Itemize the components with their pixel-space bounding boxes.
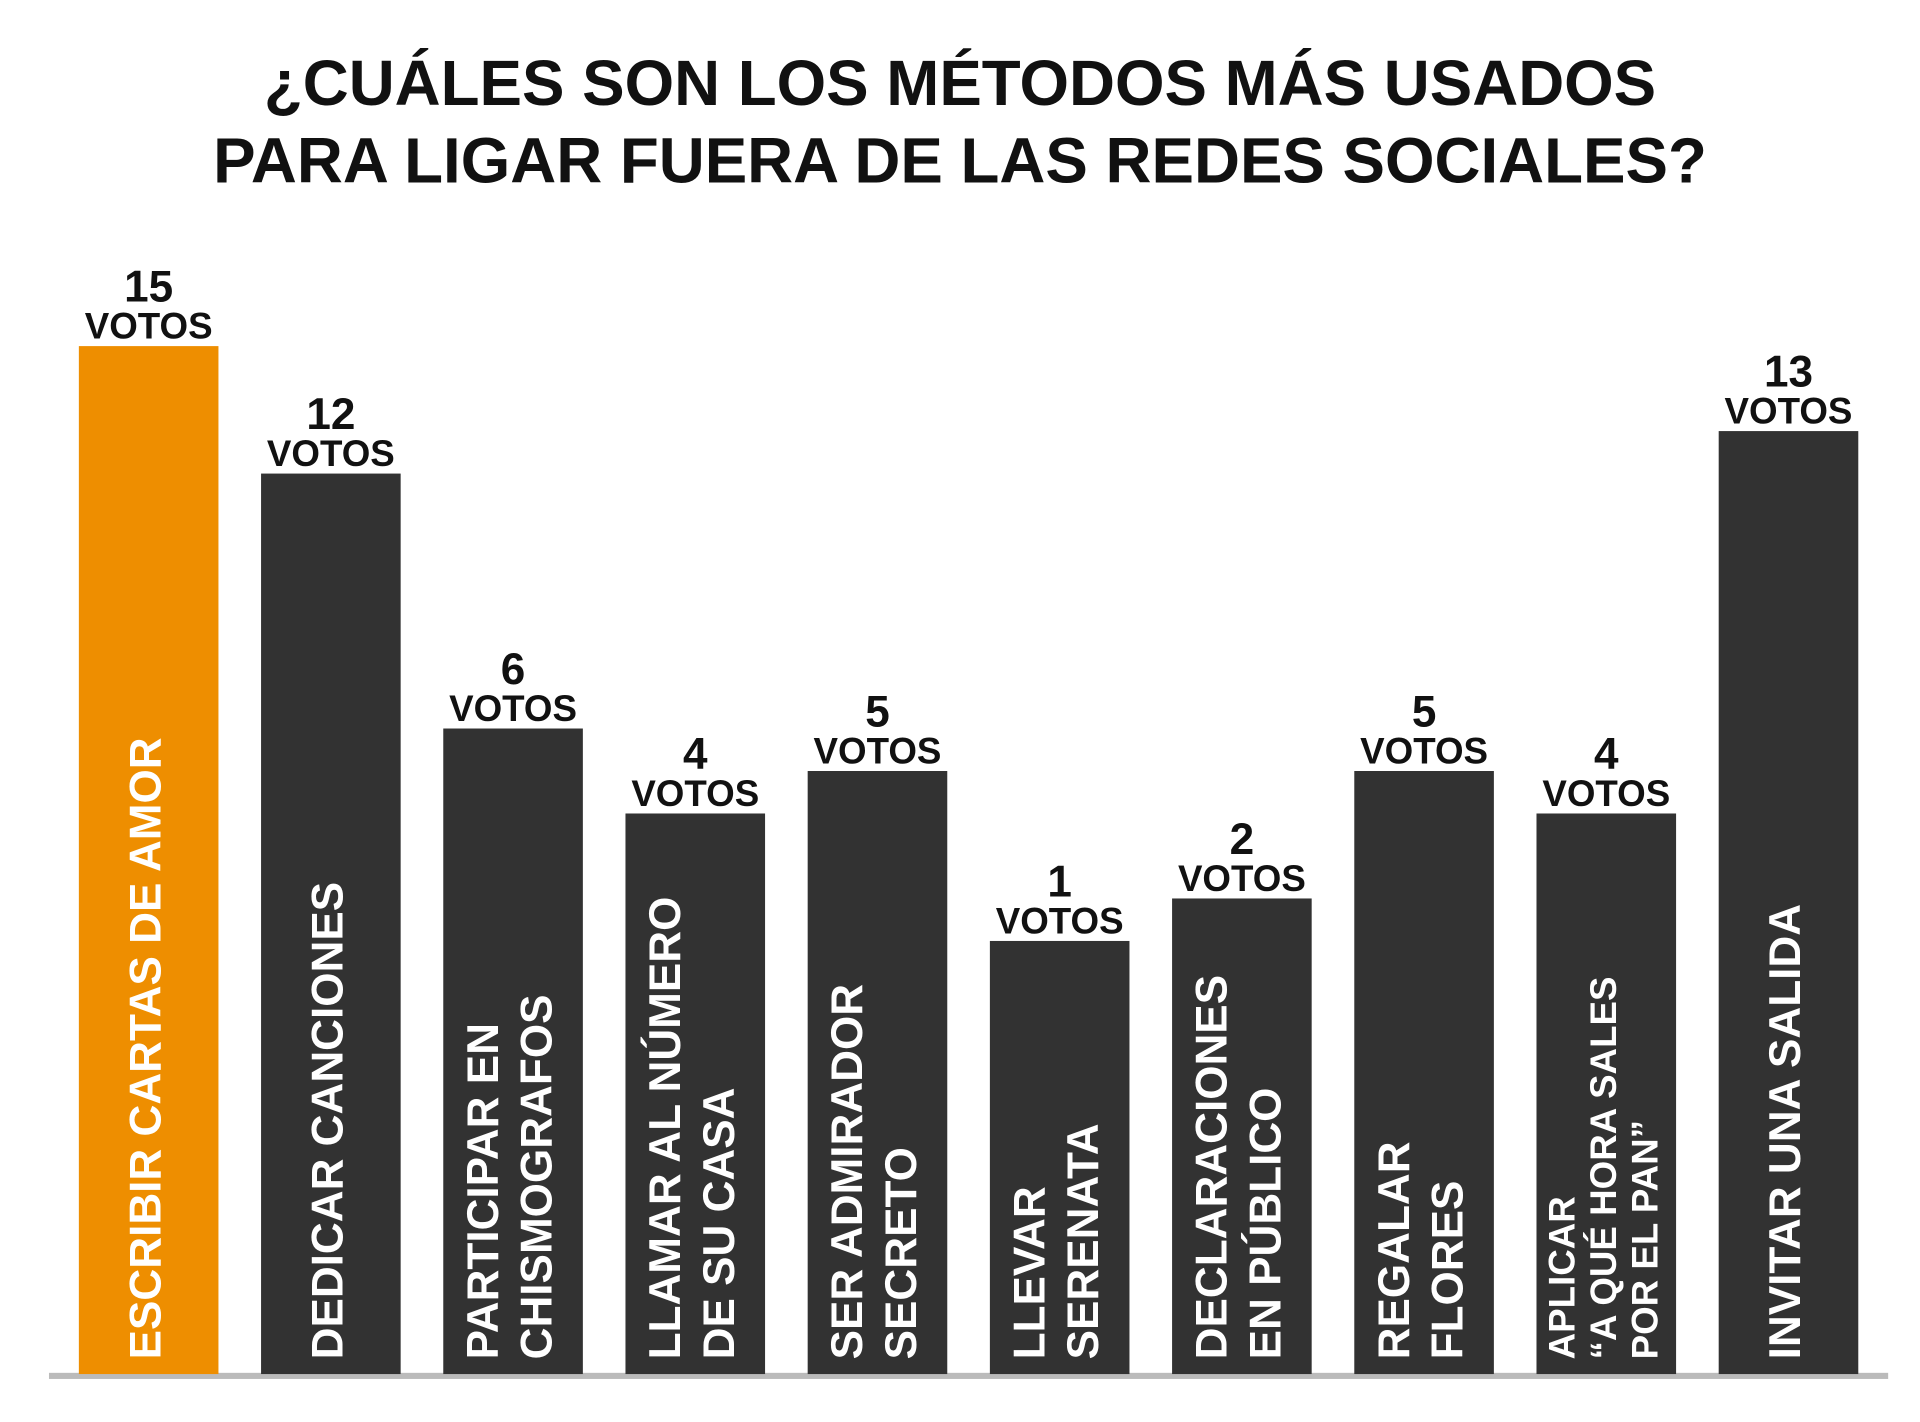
value-unit: VOTOS [85, 306, 213, 347]
category-label: LLAMAR AL NÚMERO [640, 897, 690, 1360]
chart-title: PARA LIGAR FUERA DE LAS REDES SOCIALES? [213, 125, 1707, 196]
value-unit: VOTOS [267, 433, 395, 474]
value-label: 4 [683, 730, 708, 779]
bar [261, 473, 401, 1375]
category-label: INVITAR UNA SALIDA [1761, 904, 1810, 1359]
category-label: SER ADMIRADOR [823, 984, 872, 1359]
value-unit: VOTOS [996, 901, 1124, 942]
value-label: 1 [1047, 857, 1072, 906]
value-label: 5 [1412, 687, 1437, 736]
value-label: 15 [124, 262, 173, 311]
bar [1718, 431, 1859, 1375]
category-label: REGALAR [1370, 1141, 1419, 1359]
value-unit: VOTOS [449, 688, 577, 729]
category-label: LLEVAR [1005, 1186, 1054, 1359]
category-label: POR EL PAN” [1625, 1120, 1666, 1359]
value-unit: VOTOS [631, 773, 759, 814]
bar [78, 346, 219, 1375]
value-label: 5 [865, 687, 890, 736]
category-label: ESCRIBIR CARTAS DE AMOR [121, 737, 170, 1359]
category-label: DECLARACIONES [1188, 975, 1237, 1359]
bar [1172, 898, 1312, 1375]
category-label: PARTICIPAR EN [459, 1023, 508, 1359]
value-label: 13 [1764, 347, 1813, 396]
value-label: 6 [501, 645, 526, 694]
value-unit: VOTOS [1725, 391, 1853, 432]
category-label: SERENATA [1059, 1123, 1108, 1359]
value-label: 2 [1230, 815, 1255, 864]
chart-title: ¿CUÁLES SON LOS MÉTODOS MÁS USADOS [264, 48, 1656, 119]
bar [1536, 813, 1677, 1375]
baseline-shadow [48, 1372, 1889, 1379]
category-label: EN PÚBLICO [1240, 1088, 1290, 1360]
value-unit: VOTOS [1360, 731, 1488, 772]
category-label: CHISMOGRAFOS [513, 994, 562, 1359]
value-unit: VOTOS [1178, 858, 1306, 899]
bar [625, 813, 766, 1375]
category-label: DE SU CASA [695, 1088, 744, 1360]
value-unit: VOTOS [814, 731, 942, 772]
category-label: FLORES [1424, 1181, 1473, 1360]
category-label: DEDICAR CANCIONES [303, 882, 352, 1360]
value-unit: VOTOS [1542, 773, 1670, 814]
bar [807, 771, 948, 1375]
bar [989, 940, 1130, 1375]
bar [443, 728, 583, 1375]
category-label: “A QUÉ HORA SALES [1583, 977, 1624, 1360]
value-label: 4 [1594, 730, 1619, 779]
bar [1354, 771, 1494, 1375]
value-label: 12 [306, 390, 355, 439]
category-label: APLICAR [1541, 1196, 1582, 1359]
category-label: SECRETO [877, 1147, 926, 1359]
